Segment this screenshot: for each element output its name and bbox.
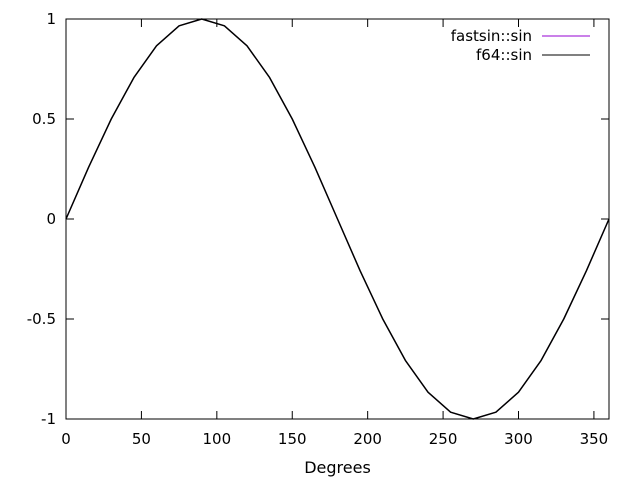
legend-label-fastsin: fastsin::sin: [451, 27, 532, 45]
y-tick-label: 1: [46, 10, 56, 28]
legend: fastsin::sin f64::sin: [451, 27, 590, 64]
x-tick-label: 150: [278, 430, 307, 448]
x-tick-label: 50: [132, 430, 151, 448]
ticks-layer: 0 50 100 150 200 250 300 350 1 0.5 0 -0.5 -1: [27, 10, 609, 448]
x-axis-label: Degrees: [304, 458, 371, 477]
plot-frame: [65, 18, 610, 420]
x-tick-label: 300: [504, 430, 533, 448]
x-tick-label: 0: [61, 430, 71, 448]
y-tick-label: -0.5: [27, 310, 56, 328]
legend-label-f64: f64::sin: [476, 46, 532, 64]
x-tick-label: 200: [353, 430, 382, 448]
series-layer: [65, 18, 610, 420]
y-tick-label: -1: [41, 410, 56, 428]
y-tick-label: 0.5: [32, 110, 56, 128]
x-tick-label: 250: [429, 430, 458, 448]
y-tick-label: 0: [46, 210, 56, 228]
x-tick-label: 100: [203, 430, 232, 448]
series-line-f64: [65, 18, 610, 420]
x-tick-label: 350: [580, 430, 609, 448]
